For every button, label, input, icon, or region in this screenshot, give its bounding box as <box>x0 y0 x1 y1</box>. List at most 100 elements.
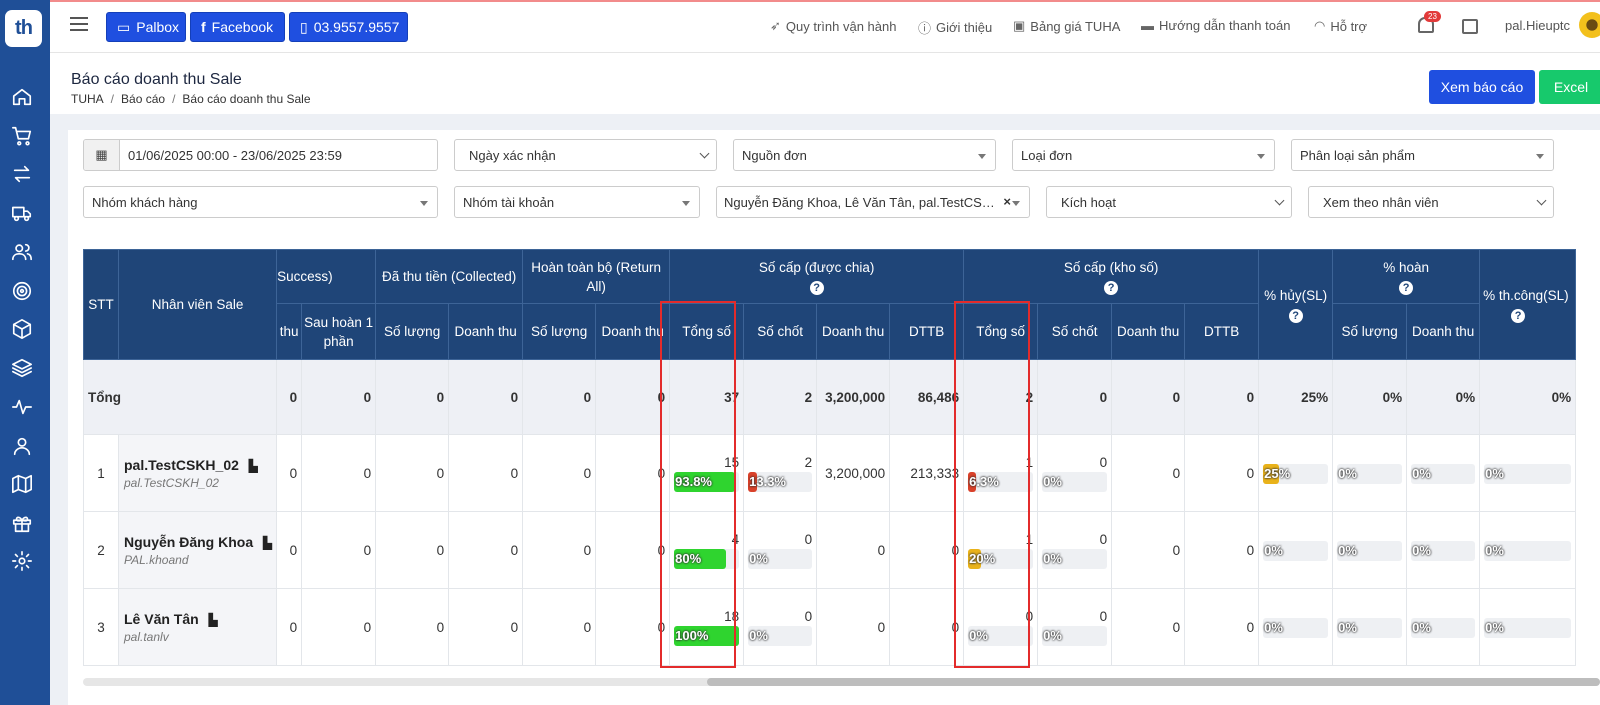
app-logo[interactable]: th <box>5 10 42 47</box>
cart-icon[interactable] <box>10 124 34 148</box>
activity-icon[interactable] <box>10 395 34 419</box>
total-cancel: 25% <box>1258 359 1334 435</box>
staff-name[interactable]: Nguyễn Đăng Khoa <box>124 533 254 550</box>
row-s-total-bar-label: 0% <box>969 627 988 643</box>
menu-toggle-icon[interactable] <box>70 17 88 31</box>
date-range-value: 01/06/2025 00:00 - 23/06/2025 23:59 <box>128 147 342 163</box>
facebook-button[interactable]: f Facebook <box>190 12 285 42</box>
row-s-closed: 0 0% <box>1037 511 1113 589</box>
col-success: Success) <box>276 249 377 304</box>
caret-down-icon <box>1536 154 1544 159</box>
calendar-icon: ▦ <box>84 140 120 170</box>
map-icon[interactable] <box>10 472 34 496</box>
users-icon[interactable] <box>10 240 34 264</box>
source-select[interactable]: Nguồn đơn <box>733 139 996 171</box>
sub-col-rev: Doanh thu <box>448 303 524 360</box>
nav-support[interactable]: ◠ Hỗ trợ <box>1314 18 1367 34</box>
card-icon: ▬ <box>1141 18 1154 33</box>
nav-pricing[interactable]: ▣ Bảng giá TUHA <box>1013 18 1120 34</box>
row-staff[interactable]: pal.TestCSKH_02 ▙ pal.TestCSKH_02 <box>117 434 278 512</box>
clear-icon[interactable]: × <box>1003 194 1011 209</box>
customer-group-select[interactable]: Nhóm khách hàng <box>83 186 438 218</box>
sidebar: th <box>0 0 50 705</box>
settings-icon[interactable] <box>10 549 34 573</box>
horizontal-scrollbar[interactable] <box>83 678 1600 686</box>
nav-intro[interactable]: ⓘ Giới thiệu <box>918 18 992 37</box>
row-ret-rev-pct-bar: 0% <box>1411 463 1476 484</box>
home-icon[interactable] <box>10 85 34 109</box>
row-a-total-bar: 80% <box>674 548 740 569</box>
row-col-qty: 0 <box>375 588 450 666</box>
sub-col-qty: Số lượng <box>375 303 450 360</box>
nav-process[interactable]: ➶ Quy trình vận hành <box>770 18 896 34</box>
breadcrumb-item[interactable]: TUHA <box>71 92 104 106</box>
chart-icon[interactable]: ▙ <box>208 612 218 627</box>
user-icon[interactable] <box>10 434 34 458</box>
breadcrumb-item[interactable]: Báo cáo <box>121 92 166 106</box>
phone-label: 03.9557.9557 <box>313 19 400 35</box>
exchange-icon[interactable] <box>10 162 34 186</box>
col-return-all: Hoàn toàn bộ (Return All) <box>522 249 671 304</box>
order-type-select[interactable]: Loại đơn <box>1012 139 1275 171</box>
box-icon[interactable] <box>10 317 34 341</box>
col-collected: Đã thu tiền (Collected) <box>375 249 524 304</box>
breadcrumb: TUHA / Báo cáo / Báo cáo doanh thu Sale <box>71 92 311 106</box>
calendar-icon[interactable] <box>1462 19 1478 34</box>
nav-support-label: Hỗ trợ <box>1330 18 1368 34</box>
chart-icon[interactable]: ▙ <box>262 535 273 550</box>
total-col-qty: 0 <box>375 359 450 435</box>
target-icon[interactable] <box>10 279 34 303</box>
truck-icon[interactable] <box>10 201 34 225</box>
row-stt: 1 <box>83 434 119 512</box>
row-stt: 3 <box>83 588 119 666</box>
row-s-total-bar: 0% <box>968 625 1034 646</box>
gift-icon[interactable] <box>10 511 34 535</box>
product-type-select[interactable]: Phân loại sản phẩm <box>1291 139 1554 171</box>
date-type-select[interactable]: Ngày xác nhận <box>454 139 717 171</box>
row-s-closed-value: 0 <box>1099 531 1108 547</box>
scrollbar-thumb[interactable] <box>707 678 1600 686</box>
account-group-select[interactable]: Nhóm tài khoản <box>454 186 700 218</box>
excel-button[interactable]: Excel <box>1539 70 1600 104</box>
staff-multiselect[interactable]: Nguyễn Đăng Khoa, Lê Văn Tân, pal.TestCS… <box>716 186 1030 218</box>
sub-after-partial: Sau hoàn 1 phần <box>301 303 377 360</box>
status-select[interactable]: Kích hoạt <box>1046 186 1292 218</box>
layers-icon[interactable] <box>10 356 34 380</box>
avatar[interactable] <box>1579 12 1600 38</box>
facebook-label: Facebook <box>211 19 274 35</box>
view-report-button[interactable]: Xem báo cáo <box>1429 70 1535 104</box>
view-by-select[interactable]: Xem theo nhân viên <box>1308 186 1554 218</box>
row-cancel-bar: 25% <box>1263 463 1329 484</box>
phone-icon: ▯ <box>300 18 308 35</box>
total-ret-qty: 0 <box>522 359 597 435</box>
row-ret-qty: 0 <box>522 588 597 666</box>
chart-icon[interactable]: ▙ <box>248 458 258 473</box>
row-a-total-bar-fill <box>674 471 736 492</box>
help-icon[interactable]: ? <box>1399 280 1414 295</box>
help-icon[interactable]: ? <box>809 280 824 295</box>
sub-a-rev: Doanh thu <box>816 303 891 360</box>
sub-a-avg: DTTB <box>889 303 965 360</box>
phone-button[interactable]: ▯ 03.9557.9557 <box>289 12 408 42</box>
help-icon[interactable]: ? <box>1288 308 1303 323</box>
row-staff[interactable]: Lê Văn Tân ▙ pal.tanlv <box>117 588 278 666</box>
row-s-closed-bar: 0% <box>1042 548 1108 569</box>
date-range-input[interactable]: ▦ 01/06/2025 00:00 - 23/06/2025 23:59 <box>83 139 438 171</box>
caret-down-icon <box>682 201 690 206</box>
col-success-pct: % th.công(SL)? <box>1479 249 1577 360</box>
staff-name[interactable]: Lê Văn Tân <box>124 610 199 627</box>
staff-name[interactable]: pal.TestCSKH_02 <box>124 456 239 473</box>
help-icon[interactable]: ? <box>1104 280 1119 295</box>
row-staff[interactable]: Nguyễn Đăng Khoa ▙ PAL.khoand <box>117 511 278 589</box>
palbox-button[interactable]: ▭ Palbox <box>106 12 186 42</box>
row-s-avg: 0 <box>1184 588 1260 666</box>
username[interactable]: pal.Hieuptc <box>1505 18 1571 33</box>
nav-payment[interactable]: ▬ Hướng dẫn thanh toán <box>1141 18 1290 33</box>
row-ret-qty-pct-bar: 0% <box>1337 617 1403 638</box>
col-sale: Nhân viên Sale <box>117 249 278 360</box>
help-icon[interactable]: ? <box>1511 308 1526 323</box>
info-icon: ⓘ <box>918 21 932 36</box>
